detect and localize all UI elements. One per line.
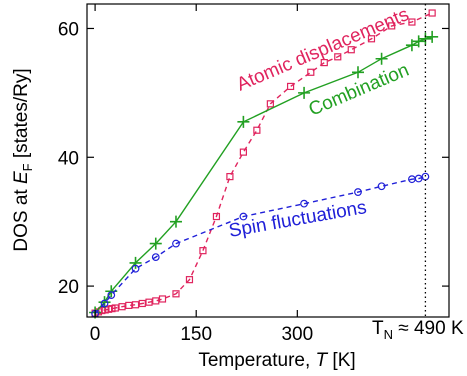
y-tick-label-40: 40 [58, 148, 79, 169]
data-point-2-6 [239, 212, 248, 221]
data-point-2-7 [300, 199, 308, 208]
x-tick-label-150: 150 [180, 324, 212, 345]
data-point-2-8 [354, 188, 362, 196]
data-point-0-18 [226, 173, 234, 181]
data-point-1-13 [426, 30, 439, 43]
neel-temperature-label: TN ≈ 490 K [372, 318, 464, 342]
data-point-1-10 [405, 39, 418, 52]
data-point-0-12 [152, 297, 160, 305]
data-point-0-27 [367, 35, 376, 43]
data-point-0-9 [131, 301, 140, 309]
data-point-0-13 [158, 295, 167, 303]
series-spin-fluctuations [91, 172, 430, 318]
y-axis-title-sub: F [20, 163, 35, 171]
data-point-0-15 [185, 276, 194, 284]
data-point-0-10 [138, 299, 146, 308]
series-layer [89, 9, 439, 319]
data-point-1-5 [169, 215, 182, 228]
x-axis-title-text: Temperature, [198, 350, 315, 371]
series-atomic-displacements [91, 9, 436, 317]
neel-label-value: ≈ 490 K [393, 318, 464, 339]
data-point-1-11 [412, 35, 425, 48]
data-point-1-8 [351, 66, 364, 79]
data-point-0-21 [266, 100, 274, 108]
x-tick-label-0: 0 [90, 324, 101, 345]
data-point-2-3 [131, 264, 140, 273]
data-point-0-17 [212, 212, 221, 221]
y-axis-title: DOS at EF [states/Ry] [11, 68, 35, 251]
x-axis-title-var: T [316, 350, 329, 371]
data-point-1-3 [129, 256, 142, 269]
y-axis-title-var: E [11, 171, 32, 184]
series-line-2 [94, 175, 426, 315]
data-point-0-26 [347, 46, 355, 54]
data-point-0-28 [388, 22, 396, 30]
data-point-0-8 [125, 301, 133, 310]
data-point-0-16 [199, 247, 207, 255]
plot-frame [86, 3, 450, 318]
data-point-2-2 [107, 291, 116, 300]
data-point-0-24 [320, 59, 328, 67]
y-tick-label-60: 60 [58, 19, 79, 40]
data-point-2-1 [100, 299, 109, 308]
data-point-0-23 [307, 68, 315, 76]
data-point-0-14 [172, 290, 180, 298]
neel-label-sub: N [384, 327, 393, 342]
data-point-0-30 [428, 9, 436, 17]
series-label-spin-fluctuations: Spin fluctuations [227, 197, 368, 242]
axes: 0 150 300 20 40 60 [58, 3, 450, 345]
data-point-2-4 [151, 253, 160, 262]
data-point-0-22 [286, 82, 295, 91]
series-label-combination: Combination [306, 60, 412, 121]
x-tick-label-300: 300 [281, 324, 313, 345]
data-point-1-9 [375, 52, 388, 65]
data-point-1-6 [237, 115, 250, 128]
x-axis-title-unit: [K] [327, 350, 356, 371]
data-point-0-19 [239, 148, 247, 156]
x-axis-title: Temperature, T [K] [198, 350, 355, 371]
y-axis-title-text: DOS at [11, 184, 32, 252]
y-tick-label-20: 20 [58, 277, 79, 298]
data-point-0-25 [334, 53, 342, 61]
data-point-2-11 [414, 174, 423, 183]
data-point-2-5 [172, 239, 180, 248]
data-point-2-9 [377, 182, 386, 191]
data-point-1-7 [298, 86, 311, 99]
data-point-0-7 [118, 303, 126, 311]
data-point-2-12 [421, 172, 430, 181]
series-line-0 [94, 12, 433, 314]
data-point-1-4 [149, 237, 162, 250]
neel-label-t: T [372, 318, 384, 339]
data-point-0-29 [408, 18, 416, 26]
data-point-0-11 [145, 298, 153, 306]
data-point-0-20 [253, 126, 261, 134]
data-point-0-6 [111, 304, 119, 312]
data-point-1-12 [419, 32, 432, 45]
y-axis-title-unit: [states/Ry] [11, 68, 32, 163]
